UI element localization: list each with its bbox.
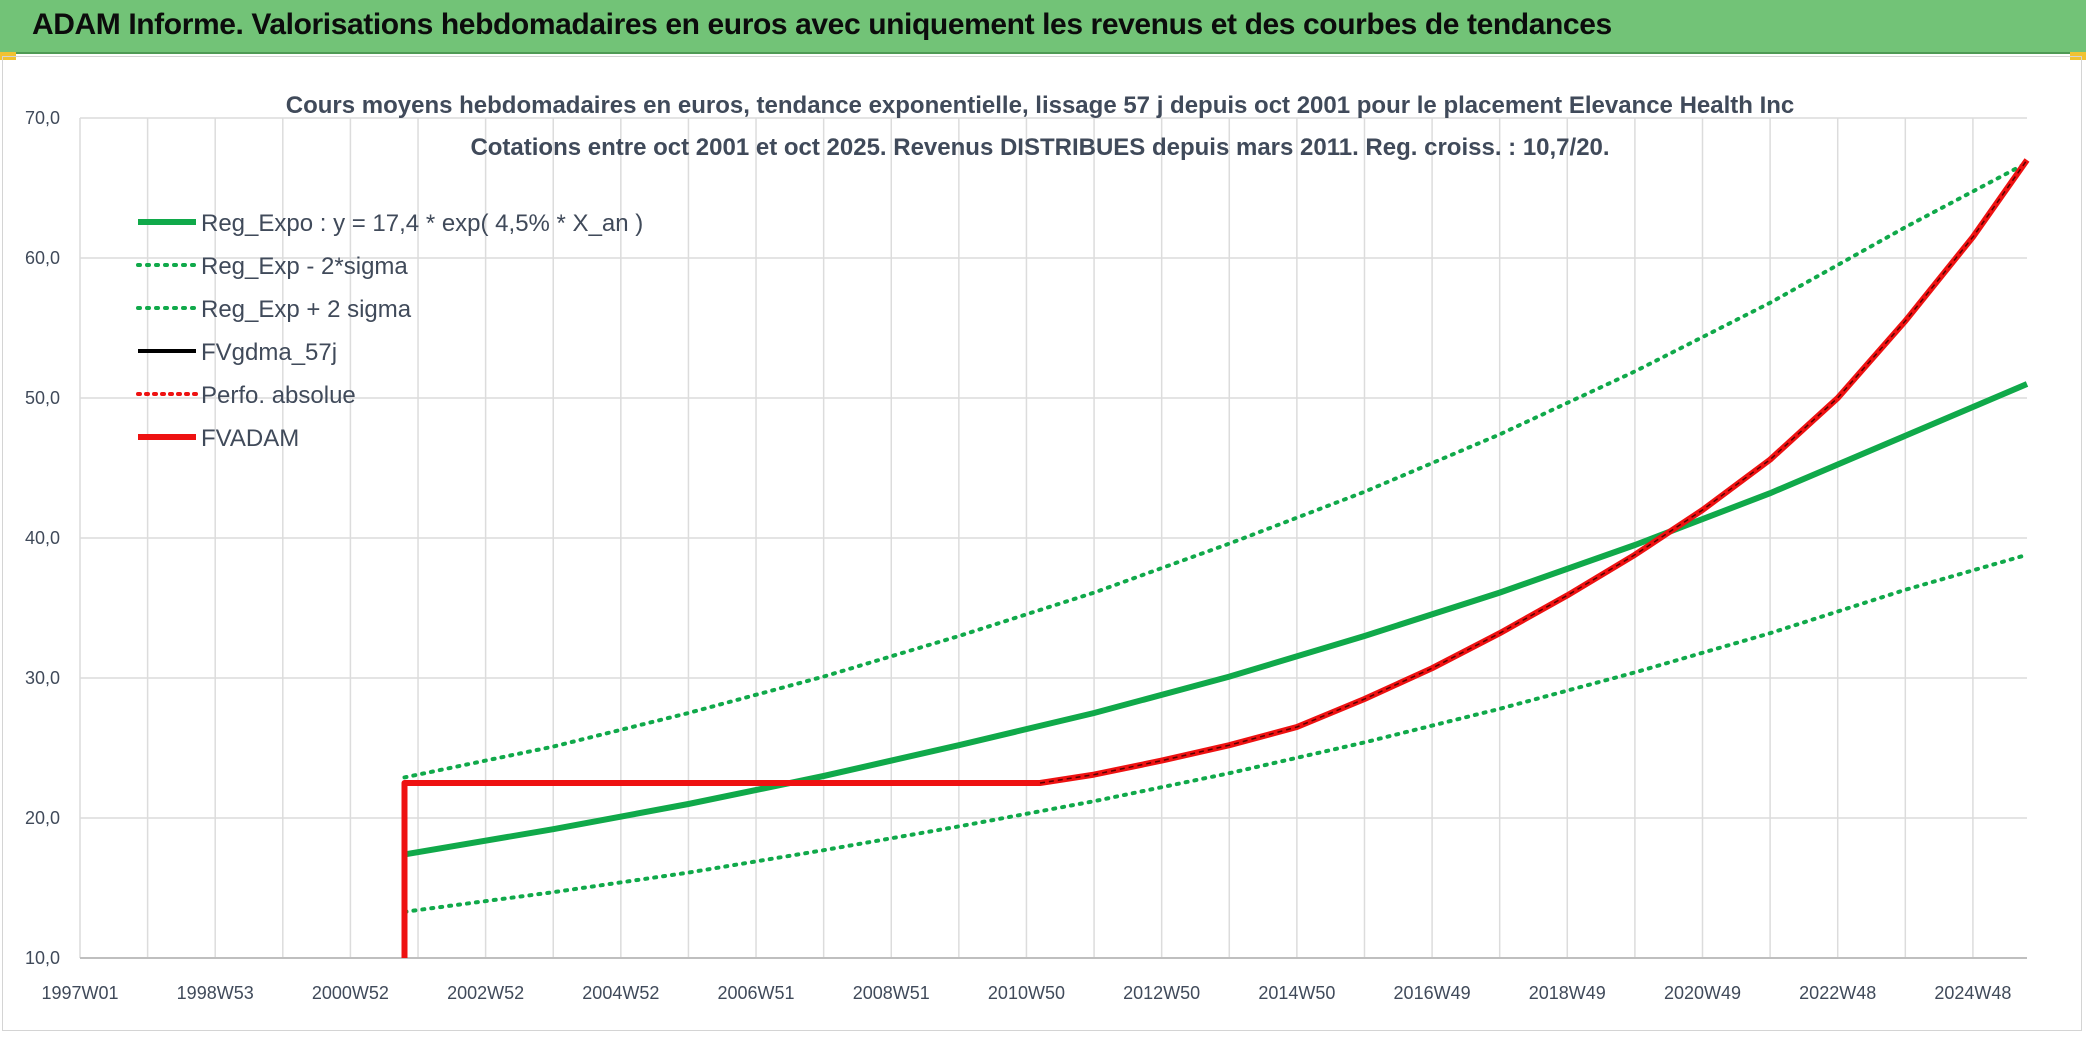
- x-tick-label: 2010W50: [988, 983, 1065, 1003]
- chart-title-line2: Cotations entre oct 2001 et oct 2025. Re…: [470, 134, 1609, 161]
- series-reg-expo-line: [403, 381, 2029, 858]
- y-tick-label: 70,0: [25, 108, 60, 128]
- x-tick-label: 2006W51: [718, 983, 795, 1003]
- x-tick-label: 2012W50: [1123, 983, 1200, 1003]
- legend-perfo-absolue-label: Perfo. absolue: [201, 382, 356, 409]
- x-tick-label: 1998W53: [177, 983, 254, 1003]
- y-tick-label: 30,0: [25, 668, 60, 688]
- y-tick-label: 60,0: [25, 248, 60, 268]
- legend-reg-expo-label: Reg_Expo : y = 17,4 * exp( 4,5% * X_an ): [201, 210, 643, 237]
- x-tick-label: 2018W49: [1529, 983, 1606, 1003]
- x-tick-label: 1997W01: [41, 983, 118, 1003]
- report-title: ADAM Informe. Valorisations hebdomadaire…: [32, 8, 1612, 41]
- x-tick-label: 2004W52: [582, 983, 659, 1003]
- y-tick-label: 50,0: [25, 388, 60, 408]
- chart-frame: [2, 56, 2082, 1031]
- series-reg-exp-plus-2sigma-line: [402, 160, 2029, 780]
- legend-reg-exp-plus-2sigma-label: Reg_Exp + 2 sigma: [201, 296, 412, 323]
- series-fvadam-line: [401, 158, 2030, 958]
- report-banner: ADAM Informe. Valorisations hebdomadaire…: [0, 0, 2086, 54]
- chart-title-line1: Cours moyens hebdomadaires en euros, ten…: [286, 92, 1795, 119]
- x-tick-label: 2022W48: [1799, 983, 1876, 1003]
- x-tick-label: 2014W50: [1258, 983, 1335, 1003]
- legend-fvadam-label: FVADAM: [201, 425, 299, 452]
- legend-reg-exp-minus-2sigma-label: Reg_Exp - 2*sigma: [201, 253, 408, 280]
- legend-fvgdma-57j-label: FVgdma_57j: [201, 339, 337, 366]
- legend: Reg_Expo : y = 17,4 * exp( 4,5% * X_an )…: [136, 210, 643, 452]
- x-tick-label: 2016W49: [1394, 983, 1471, 1003]
- series-reg-exp-minus-2sigma-line: [402, 552, 2029, 914]
- x-tick-label: 2000W52: [312, 983, 389, 1003]
- series-fvgdma-accent: [1039, 159, 2028, 784]
- y-tick-label: 20,0: [25, 808, 60, 828]
- y-tick-label: 40,0: [25, 528, 60, 548]
- grid-layer: 10,0 20,0 30,0 40,0 50,0 60,0 70,0 1997W01 1998W…: [25, 108, 2027, 1003]
- x-tick-label: 2020W49: [1664, 983, 1741, 1003]
- x-tick-label: 2002W52: [447, 983, 524, 1003]
- x-tick-label: 2008W51: [853, 983, 930, 1003]
- y-tick-label: 10,0: [25, 948, 60, 968]
- series-layer: [401, 158, 2030, 958]
- x-tick-label: 2024W48: [1934, 983, 2011, 1003]
